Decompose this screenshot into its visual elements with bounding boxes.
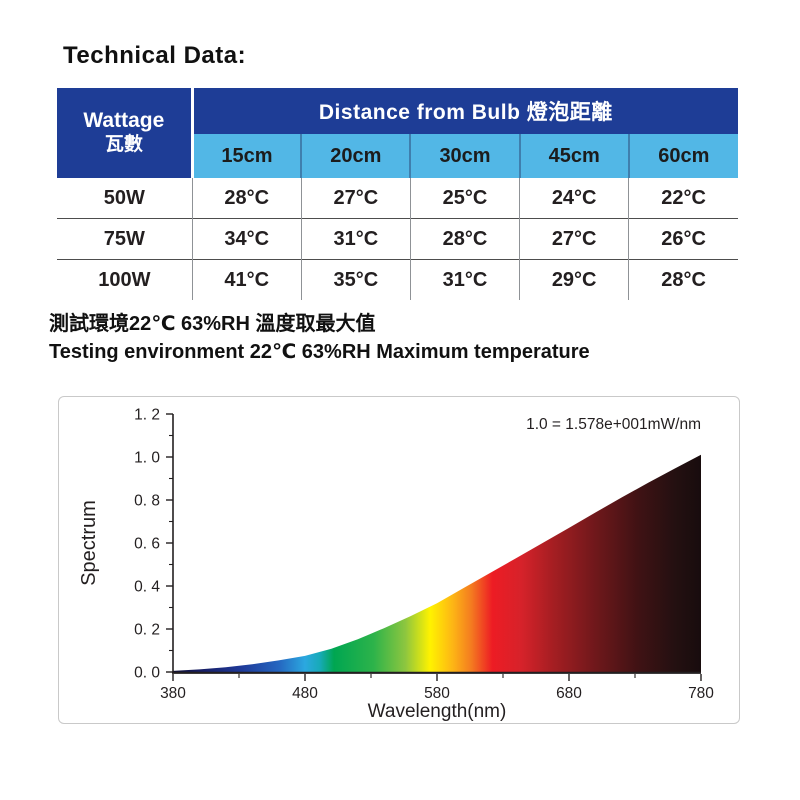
scale-annotation: 1.0 = 1.578e+001mW/nm [526,416,701,433]
temperature-value: 25°C [409,178,520,219]
x-tick-label: 680 [556,685,582,702]
y-tick-label: 0. 0 [134,665,160,682]
temperature-value: 41°C [191,259,302,300]
temperature-value: 29°C [519,259,629,300]
page-title: Technical Data: [63,42,247,69]
temperature-value: 24°C [519,178,629,219]
y-tick-label: 1. 0 [134,450,160,467]
y-axis-title: Spectrum [78,500,100,586]
y-tick-label: 0. 2 [134,622,160,639]
wattage-value: 75W [57,218,193,260]
table-row: 75W 34°C 31°C 28°C 27°C 26°C [57,218,738,260]
y-tick-label: 0. 4 [134,579,160,596]
x-tick-label: 380 [160,685,186,702]
distance-subheader-row: 15cm 20cm 30cm 45cm 60cm [57,134,738,178]
wattage-label: Wattage [83,109,165,132]
distance-col-header-20cm: 20cm [300,134,411,178]
temperature-table: Wattage 瓦數 Distance from Bulb 燈泡距離 15cm 2… [57,88,738,300]
spectrum-area [173,454,701,672]
test-notes: 測試環境22℃ 63%RH 溫度取最大值 Testing environment… [49,310,590,366]
spectrum-chart: 0. 0 0. 2 0. 4 0. 6 0. 8 1. 0 1. 2 380 480 580 680… [78,407,714,722]
x-tick-label: 580 [424,685,450,702]
table-row: 100W 41°C 35°C 31°C 29°C 28°C [57,259,738,300]
spectrum-chart-panel: 0. 0 0. 2 0. 4 0. 6 0. 8 1. 0 1. 2 380 480 580 680… [58,396,740,724]
temperature-value: 27°C [300,178,411,219]
table-row: 50W 28°C 27°C 25°C 24°C 22°C [57,178,738,219]
x-tick-label: 480 [292,685,318,702]
wattage-label-zh: 瓦數 [104,134,143,155]
wattage-header-cell: Wattage 瓦數 [57,88,194,178]
distance-col-header-30cm: 30cm [409,134,520,178]
y-tick-label: 0. 6 [134,536,160,553]
temperature-value: 31°C [409,259,520,300]
wattage-value: 50W [57,178,193,219]
temperature-value: 27°C [519,218,629,260]
distance-col-header-15cm: 15cm [192,134,302,178]
distance-col-header-60cm: 60cm [627,134,738,178]
temperature-value: 26°C [628,218,738,260]
temperature-value: 28°C [191,178,302,219]
x-tick-label: 780 [688,685,714,702]
temperature-value: 28°C [628,259,738,300]
y-tick-label: 0. 8 [134,493,160,510]
table-header-row: Wattage 瓦數 Distance from Bulb 燈泡距離 [57,88,738,178]
temperature-value: 35°C [300,259,411,300]
wattage-value: 100W [57,259,193,300]
distance-group-header: Distance from Bulb 燈泡距離 [192,88,738,134]
test-note-en: Testing environment 22℃ 63%RH Maximum te… [49,341,590,363]
test-note-zh: 測試環境22℃ 63%RH 溫度取最大值 [49,313,376,335]
distance-col-header-45cm: 45cm [518,134,629,178]
temperature-value: 28°C [409,218,520,260]
temperature-value: 22°C [628,178,738,219]
y-tick-label: 1. 2 [134,407,160,424]
x-axis-title: Wavelength(nm) [368,701,507,721]
temperature-value: 34°C [191,218,302,260]
temperature-value: 31°C [300,218,411,260]
